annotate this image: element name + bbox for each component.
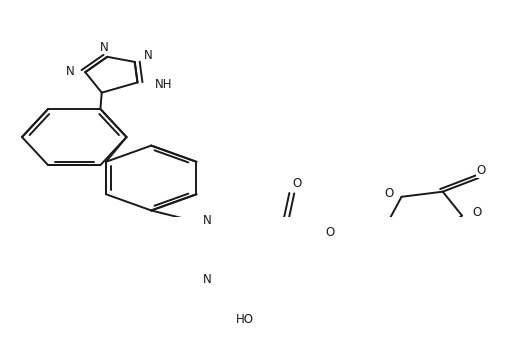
Text: N: N <box>144 49 153 62</box>
Text: O: O <box>477 164 486 177</box>
Text: O: O <box>473 206 482 219</box>
Text: O: O <box>325 226 335 239</box>
Text: N: N <box>203 214 212 226</box>
Text: HO: HO <box>235 313 254 326</box>
Text: N: N <box>203 273 212 286</box>
Text: O: O <box>293 177 301 190</box>
Text: O: O <box>385 187 394 200</box>
Text: NH: NH <box>155 78 173 91</box>
Text: N: N <box>65 65 74 78</box>
Text: N: N <box>100 41 109 54</box>
